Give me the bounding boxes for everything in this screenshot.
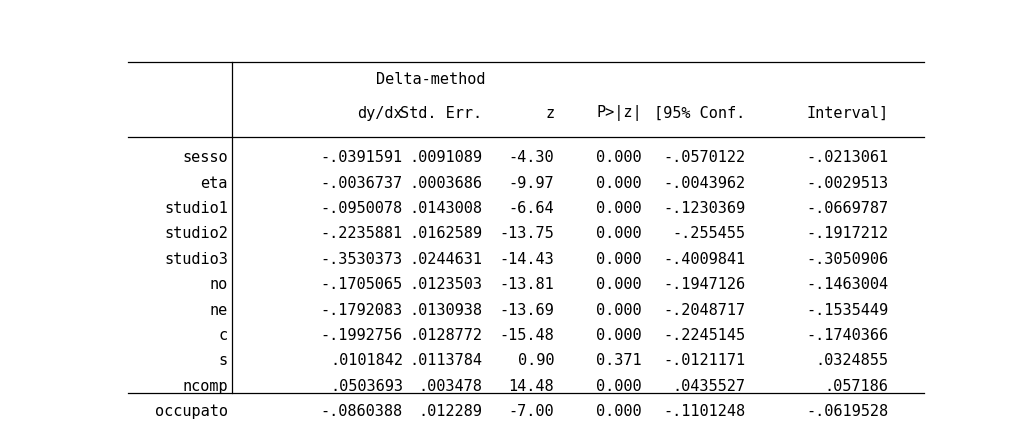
Text: Std. Err.: Std. Err. — [401, 106, 483, 121]
Text: 0.000: 0.000 — [596, 150, 642, 166]
Text: .003478: .003478 — [419, 379, 483, 394]
Text: c: c — [219, 328, 228, 343]
Text: no: no — [210, 277, 228, 292]
Text: Delta-method: Delta-method — [376, 72, 486, 87]
Text: 0.000: 0.000 — [596, 303, 642, 318]
Text: 0.000: 0.000 — [596, 201, 642, 216]
Text: 0.000: 0.000 — [596, 252, 642, 267]
Text: -.0391591: -.0391591 — [320, 150, 403, 166]
Text: -.1101248: -.1101248 — [663, 404, 746, 419]
Text: -.1917212: -.1917212 — [806, 227, 888, 242]
Text: -14.43: -14.43 — [499, 252, 555, 267]
Text: .0101842: .0101842 — [330, 353, 403, 368]
Text: -.1992756: -.1992756 — [320, 328, 403, 343]
Text: .0162589: .0162589 — [410, 227, 483, 242]
Text: .0244631: .0244631 — [410, 252, 483, 267]
Text: 0.000: 0.000 — [596, 328, 642, 343]
Text: -.0860388: -.0860388 — [320, 404, 403, 419]
Text: 0.000: 0.000 — [596, 176, 642, 191]
Text: .0091089: .0091089 — [410, 150, 483, 166]
Text: 14.48: 14.48 — [508, 379, 555, 394]
Text: -.0950078: -.0950078 — [320, 201, 403, 216]
Text: -.1463004: -.1463004 — [806, 277, 888, 292]
Text: [95% Conf.: [95% Conf. — [654, 106, 746, 121]
Text: -.0619528: -.0619528 — [806, 404, 888, 419]
Text: eta: eta — [200, 176, 228, 191]
Text: -.2245145: -.2245145 — [663, 328, 746, 343]
Text: .012289: .012289 — [419, 404, 483, 419]
Text: -13.75: -13.75 — [499, 227, 555, 242]
Text: sesso: sesso — [182, 150, 228, 166]
Text: studio3: studio3 — [164, 252, 228, 267]
Text: -.4009841: -.4009841 — [663, 252, 746, 267]
Text: P>|z|: P>|z| — [596, 105, 642, 121]
Text: -.3530373: -.3530373 — [320, 252, 403, 267]
Text: -.0036737: -.0036737 — [320, 176, 403, 191]
Text: -.1230369: -.1230369 — [663, 201, 746, 216]
Text: -.1535449: -.1535449 — [806, 303, 888, 318]
Text: -7.00: -7.00 — [508, 404, 555, 419]
Text: -.0669787: -.0669787 — [806, 201, 888, 216]
Text: -.0121171: -.0121171 — [663, 353, 746, 368]
Text: z: z — [545, 106, 555, 121]
Text: -.0213061: -.0213061 — [806, 150, 888, 166]
Text: .0003686: .0003686 — [410, 176, 483, 191]
Text: s: s — [219, 353, 228, 368]
Text: .0435527: .0435527 — [673, 379, 746, 394]
Text: -13.81: -13.81 — [499, 277, 555, 292]
Text: -.1947126: -.1947126 — [663, 277, 746, 292]
Text: dy/dx: dy/dx — [357, 106, 403, 121]
Text: -.2235881: -.2235881 — [320, 227, 403, 242]
Text: -.1705065: -.1705065 — [320, 277, 403, 292]
Text: .057186: .057186 — [825, 379, 888, 394]
Text: ne: ne — [210, 303, 228, 318]
Text: -13.69: -13.69 — [499, 303, 555, 318]
Text: 0.000: 0.000 — [596, 404, 642, 419]
Text: -.0029513: -.0029513 — [806, 176, 888, 191]
Text: -9.97: -9.97 — [508, 176, 555, 191]
Text: -6.64: -6.64 — [508, 201, 555, 216]
Text: studio1: studio1 — [164, 201, 228, 216]
Text: .0503693: .0503693 — [330, 379, 403, 394]
Text: -4.30: -4.30 — [508, 150, 555, 166]
Text: studio2: studio2 — [164, 227, 228, 242]
Text: -.3050906: -.3050906 — [806, 252, 888, 267]
Text: .0113784: .0113784 — [410, 353, 483, 368]
Text: -.0043962: -.0043962 — [663, 176, 746, 191]
Text: -.1792083: -.1792083 — [320, 303, 403, 318]
Text: -.1740366: -.1740366 — [806, 328, 888, 343]
Text: 0.371: 0.371 — [596, 353, 642, 368]
Text: 0.000: 0.000 — [596, 379, 642, 394]
Text: 0.000: 0.000 — [596, 277, 642, 292]
Text: -.255455: -.255455 — [673, 227, 746, 242]
Text: .0130938: .0130938 — [410, 303, 483, 318]
Text: occupato: occupato — [155, 404, 228, 419]
Text: -.0570122: -.0570122 — [663, 150, 746, 166]
Text: ncomp: ncomp — [182, 379, 228, 394]
Text: -.2048717: -.2048717 — [663, 303, 746, 318]
Text: Interval]: Interval] — [806, 106, 888, 121]
Text: -15.48: -15.48 — [499, 328, 555, 343]
Text: .0128772: .0128772 — [410, 328, 483, 343]
Text: 0.90: 0.90 — [518, 353, 555, 368]
Text: .0324855: .0324855 — [815, 353, 888, 368]
Text: .0123503: .0123503 — [410, 277, 483, 292]
Text: 0.000: 0.000 — [596, 227, 642, 242]
Text: .0143008: .0143008 — [410, 201, 483, 216]
